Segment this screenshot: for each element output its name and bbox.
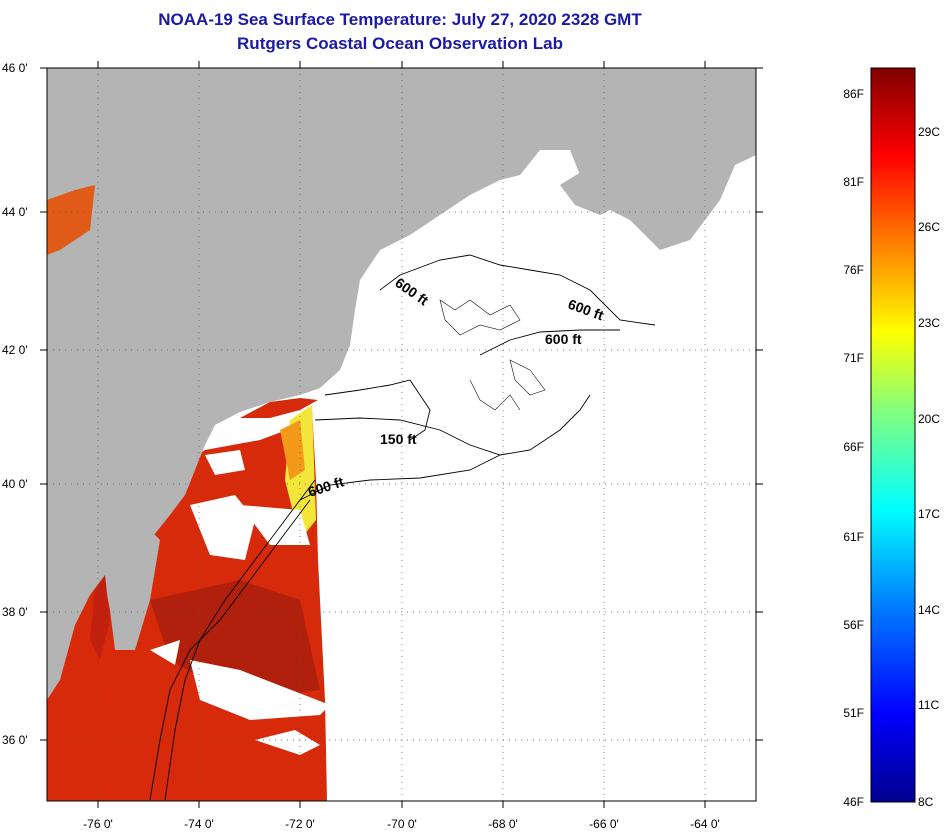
- colorbar-label-46f: 46F: [843, 795, 864, 809]
- colorbar-label-76f: 76F: [843, 263, 864, 277]
- lat-label-38: 38 0': [2, 605, 28, 619]
- colorbar-label-81f: 81F: [843, 175, 864, 189]
- lon-label-68: -68 0': [488, 817, 518, 831]
- nova-scotia: [560, 108, 740, 215]
- latitude-ticks: [40, 67, 763, 741]
- grid-lines: [47, 68, 756, 801]
- colorbar-label-8c: 8C: [918, 795, 934, 809]
- north-america-landmass: [47, 68, 756, 700]
- map-area: 600 ft 600 ft 600 ft 150 ft 600 ft: [47, 68, 756, 801]
- longitude-ticks: [97, 61, 706, 808]
- colorbar-label-11c: 11C: [918, 698, 939, 712]
- colorbar-label-61f: 61F: [843, 530, 864, 544]
- contour-label-600ft-georges-bank: 600 ft: [545, 331, 582, 347]
- delmarva-peninsula: [100, 520, 160, 650]
- contour-label-150ft: 150 ft: [380, 431, 417, 447]
- lat-label-36: 36 0': [2, 733, 28, 747]
- map-subtitle: Rutgers Coastal Ocean Observation Lab: [237, 34, 563, 53]
- lon-label-76: -76 0': [83, 817, 113, 831]
- colorbar-label-56f: 56F: [843, 618, 864, 632]
- lon-label-64: -64 0': [690, 817, 720, 831]
- colorbar-label-29c: 29C: [918, 125, 940, 139]
- lon-label-66: -66 0': [589, 817, 619, 831]
- lat-label-40: 40 0': [2, 477, 28, 491]
- colorbar-label-66f: 66F: [843, 440, 864, 454]
- map-title: NOAA-19 Sea Surface Temperature: July 27…: [158, 10, 642, 29]
- colorbar-label-86f: 86F: [843, 87, 864, 101]
- colorbar-label-17c: 17C: [918, 507, 940, 521]
- colorbar-label-14c: 14C: [918, 603, 940, 617]
- lon-label-70: -70 0': [387, 817, 417, 831]
- colorbar-label-26c: 26C: [918, 220, 940, 234]
- lat-label-42: 42 0': [2, 343, 28, 357]
- colorbar-label-51f: 51F: [843, 706, 864, 720]
- cloud-patches: [150, 450, 330, 755]
- lat-label-44: 44 0': [2, 205, 28, 219]
- colorbar: [870, 67, 916, 803]
- colorbar-label-71f: 71F: [843, 351, 864, 365]
- bathymetry-contours: [149, 254, 656, 801]
- lon-label-72: -72 0': [285, 817, 315, 831]
- lat-label-46: 46 0': [2, 61, 28, 75]
- colorbar-label-23c: 23C: [918, 316, 940, 330]
- gulf-of-maine-detail: [439, 299, 546, 411]
- colorbar-label-20c: 20C: [918, 412, 940, 426]
- sst-orange-band: [280, 420, 305, 480]
- lon-label-74: -74 0': [184, 817, 214, 831]
- long-island: [240, 398, 318, 418]
- lake-ontario: [47, 185, 95, 255]
- chesapeake-bay: [90, 575, 110, 660]
